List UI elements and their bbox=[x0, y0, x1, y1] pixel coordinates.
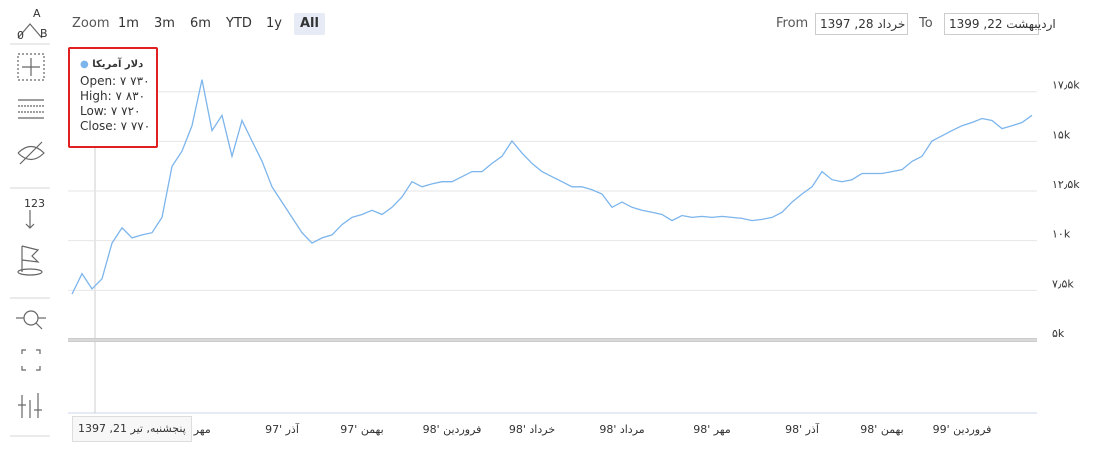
y-tick-label: ۱۷٫۵k bbox=[1052, 79, 1080, 92]
y-tick-label: ۱۵k bbox=[1052, 128, 1071, 141]
icon-text: 123 bbox=[24, 197, 45, 210]
icon-text: B bbox=[40, 27, 48, 40]
x-tick-label: مرداد '98 bbox=[599, 423, 644, 436]
x-tick-label: مهر '98 bbox=[693, 423, 731, 436]
x-tick-label: خرداد '98 bbox=[509, 423, 555, 436]
row-label: Close: bbox=[80, 119, 117, 133]
x-tick-label: بهمن '98 bbox=[860, 423, 903, 436]
icon-fibonacci[interactable] bbox=[17, 23, 43, 39]
left-toolbar: A B 0 123 bbox=[10, 7, 50, 437]
from-label: From bbox=[776, 16, 809, 31]
to-label: To bbox=[919, 16, 933, 31]
from-input[interactable]: خرداد 28, 1397 bbox=[815, 13, 908, 35]
tooltip-row: Open: ۷ ۷۳۰ bbox=[80, 74, 156, 89]
row-value: ۷ ۸۳۰ bbox=[115, 89, 146, 103]
range-button[interactable]: All bbox=[294, 13, 325, 35]
range-button[interactable]: 3m bbox=[154, 16, 175, 31]
row-label: High: bbox=[80, 89, 112, 103]
icon-measure[interactable] bbox=[17, 53, 45, 81]
tooltip-row: High: ۷ ۸۳۰ bbox=[80, 89, 156, 104]
range-button[interactable]: 1y bbox=[266, 16, 282, 31]
row-label: Low: bbox=[80, 104, 108, 118]
icon-label[interactable] bbox=[25, 210, 35, 229]
icon-hide[interactable] bbox=[17, 141, 45, 165]
icon-lines[interactable] bbox=[18, 99, 44, 119]
x-tick-label: آذر '97 bbox=[265, 422, 300, 436]
series-name: دلار آمریکا bbox=[92, 59, 144, 70]
icon-zoom[interactable] bbox=[16, 310, 46, 330]
range-button[interactable]: YTD bbox=[226, 16, 252, 31]
tooltip-row: Close: ۷ ۷۷۰ bbox=[80, 119, 156, 134]
tooltip-row: Low: ۷ ۷۲۰ bbox=[80, 104, 156, 119]
row-value: ۷ ۷۲۰ bbox=[110, 104, 141, 118]
price-line bbox=[71, 79, 1033, 295]
x-tick-label: آذر '98 bbox=[785, 422, 820, 436]
tooltip-rows: Open: ۷ ۷۳۰ High: ۷ ۸۳۰ Low: ۷ ۷۲۰ Close: ۷… bbox=[70, 74, 156, 134]
x-tick-label: فروردین '98 bbox=[423, 423, 482, 436]
row-label: Open: bbox=[80, 74, 117, 88]
x-tick-label: فروردین '99 bbox=[933, 423, 992, 436]
crosshair-label: پنجشنبه, تیر 21, 1397 bbox=[72, 416, 192, 442]
tooltip-title: ● دلار آمریکا bbox=[80, 59, 144, 70]
to-input[interactable]: اردیبهشت 22, 1399 bbox=[944, 13, 1056, 35]
range-button[interactable]: 6m bbox=[190, 16, 211, 31]
zoom-label: Zoom bbox=[72, 16, 110, 31]
row-value: ۷ ۷۳۰ bbox=[119, 74, 150, 88]
y-tick-label: ۵k bbox=[1052, 327, 1065, 340]
icon-indicators[interactable] bbox=[18, 393, 42, 418]
icon-fullscreen[interactable] bbox=[21, 349, 41, 371]
icon-text: 0 bbox=[17, 29, 24, 42]
row-value: ۷ ۷۷۰ bbox=[120, 119, 151, 133]
range-button[interactable]: 1m bbox=[118, 16, 139, 31]
icon-text: A bbox=[33, 7, 41, 20]
icon-flag[interactable] bbox=[17, 245, 43, 276]
tooltip: ● دلار آمریکا Open: ۷ ۷۳۰ High: ۷ ۸۳۰ Low:… bbox=[68, 47, 158, 148]
y-tick-label: ۷٫۵k bbox=[1052, 277, 1074, 290]
y-tick-label: ۱۰k bbox=[1052, 228, 1071, 241]
y-tick-label: ۱۲٫۵k bbox=[1052, 178, 1080, 191]
x-tick-label: بهمن '97 bbox=[340, 423, 383, 436]
